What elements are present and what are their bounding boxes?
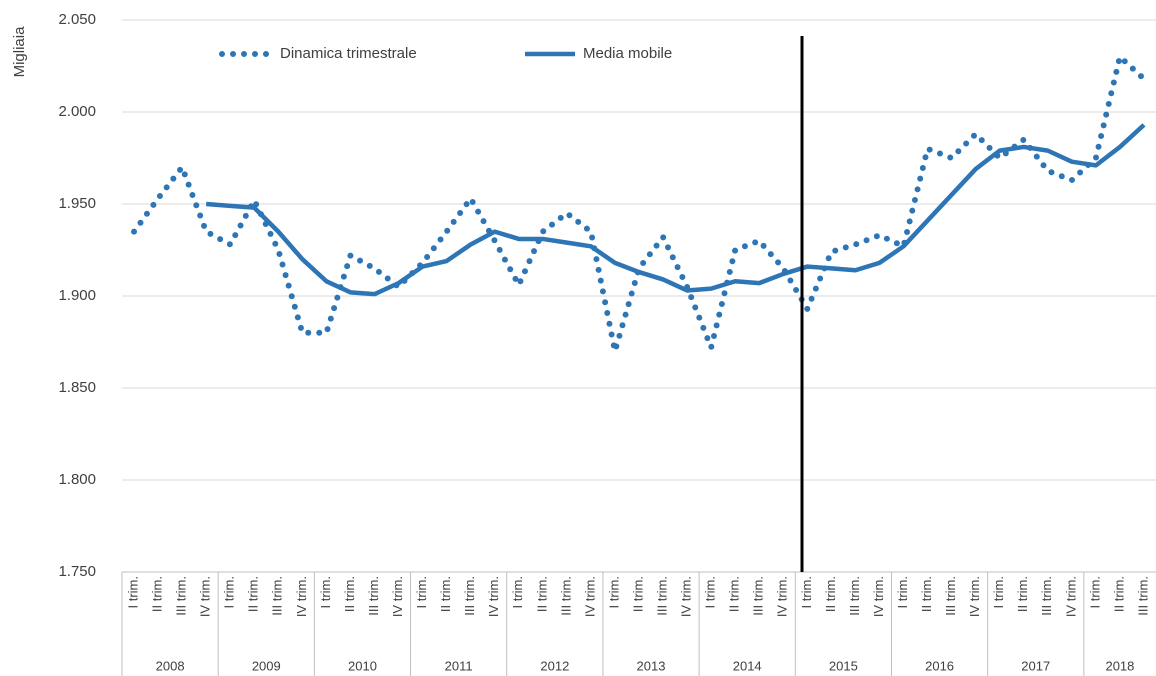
x-tick-label: I trim. xyxy=(318,576,333,609)
x-tick-label: I trim. xyxy=(414,576,429,609)
x-tick-label: IV trim. xyxy=(486,576,501,617)
series-line xyxy=(131,51,1147,358)
x-tick-label: IV trim. xyxy=(294,576,309,617)
year-label: 2015 xyxy=(829,658,858,673)
x-tick-label: II trim. xyxy=(1111,576,1126,612)
y-tick-label: 2.050 xyxy=(58,11,96,28)
y-tick-label: 1.800 xyxy=(58,471,96,488)
y-tick-label: 1.950 xyxy=(58,195,96,212)
x-tick-label: I trim. xyxy=(222,576,237,609)
x-tick-label: II trim. xyxy=(919,576,934,612)
x-tick-label: II trim. xyxy=(823,576,838,612)
x-tick-label: II trim. xyxy=(342,576,357,612)
year-label: 2014 xyxy=(733,658,762,673)
x-tick-label: II trim. xyxy=(438,576,453,612)
x-tick-label: IV trim. xyxy=(775,576,790,617)
x-tick-label: I trim. xyxy=(895,576,910,609)
x-tick-label: II trim. xyxy=(1015,576,1030,612)
x-tick-label: IV trim. xyxy=(198,576,213,617)
x-tick-label: III trim. xyxy=(1135,576,1150,616)
x-tick-label: II trim. xyxy=(150,576,165,612)
year-label: 2009 xyxy=(252,658,281,673)
x-tick-label: IV trim. xyxy=(390,576,405,617)
x-tick-label: IV trim. xyxy=(1063,576,1078,617)
x-tick-label: III trim. xyxy=(174,576,189,616)
x-tick-label: I trim. xyxy=(991,576,1006,609)
year-label: 2008 xyxy=(156,658,185,673)
x-tick-label: I trim. xyxy=(606,576,621,609)
series-line xyxy=(205,123,1146,297)
x-tick-label: I trim. xyxy=(125,576,140,609)
x-tick-label: I trim. xyxy=(1087,576,1102,609)
x-tick-label: III trim. xyxy=(270,576,285,616)
x-tick-label: III trim. xyxy=(366,576,381,616)
y-tick-label: 1.750 xyxy=(58,563,96,580)
x-tick-label: III trim. xyxy=(751,576,766,616)
x-tick-label: IV trim. xyxy=(967,576,982,617)
x-tick-label: I trim. xyxy=(799,576,814,609)
x-tick-label: III trim. xyxy=(462,576,477,616)
legend-label: Media mobile xyxy=(583,45,672,62)
legend-label: Dinamica trimestrale xyxy=(280,45,417,62)
x-tick-label: III trim. xyxy=(1039,576,1054,616)
x-tick-label: II trim. xyxy=(630,576,645,612)
year-label: 2016 xyxy=(925,658,954,673)
y-tick-label: 2.000 xyxy=(58,103,96,120)
x-tick-label: II trim. xyxy=(534,576,549,612)
year-label: 2011 xyxy=(445,658,473,673)
y-tick-label: 1.900 xyxy=(58,287,96,304)
year-label: 2010 xyxy=(348,658,377,673)
x-tick-label: III trim. xyxy=(943,576,958,616)
x-tick-label: IV trim. xyxy=(679,576,694,617)
year-label: 2012 xyxy=(540,658,569,673)
x-tick-label: III trim. xyxy=(654,576,669,616)
x-tick-label: I trim. xyxy=(510,576,525,609)
y-tick-label: 1.850 xyxy=(58,379,96,396)
x-tick-label: IV trim. xyxy=(871,576,886,617)
year-label: 2017 xyxy=(1021,658,1050,673)
x-tick-label: IV trim. xyxy=(582,576,597,617)
year-label: 2018 xyxy=(1105,658,1134,673)
year-label: 2013 xyxy=(637,658,666,673)
x-tick-label: III trim. xyxy=(558,576,573,616)
x-tick-label: II trim. xyxy=(246,576,261,612)
y-axis-label: Migliaia xyxy=(11,26,28,78)
x-tick-label: I trim. xyxy=(703,576,718,609)
x-tick-label: III trim. xyxy=(847,576,862,616)
x-tick-label: II trim. xyxy=(727,576,742,612)
